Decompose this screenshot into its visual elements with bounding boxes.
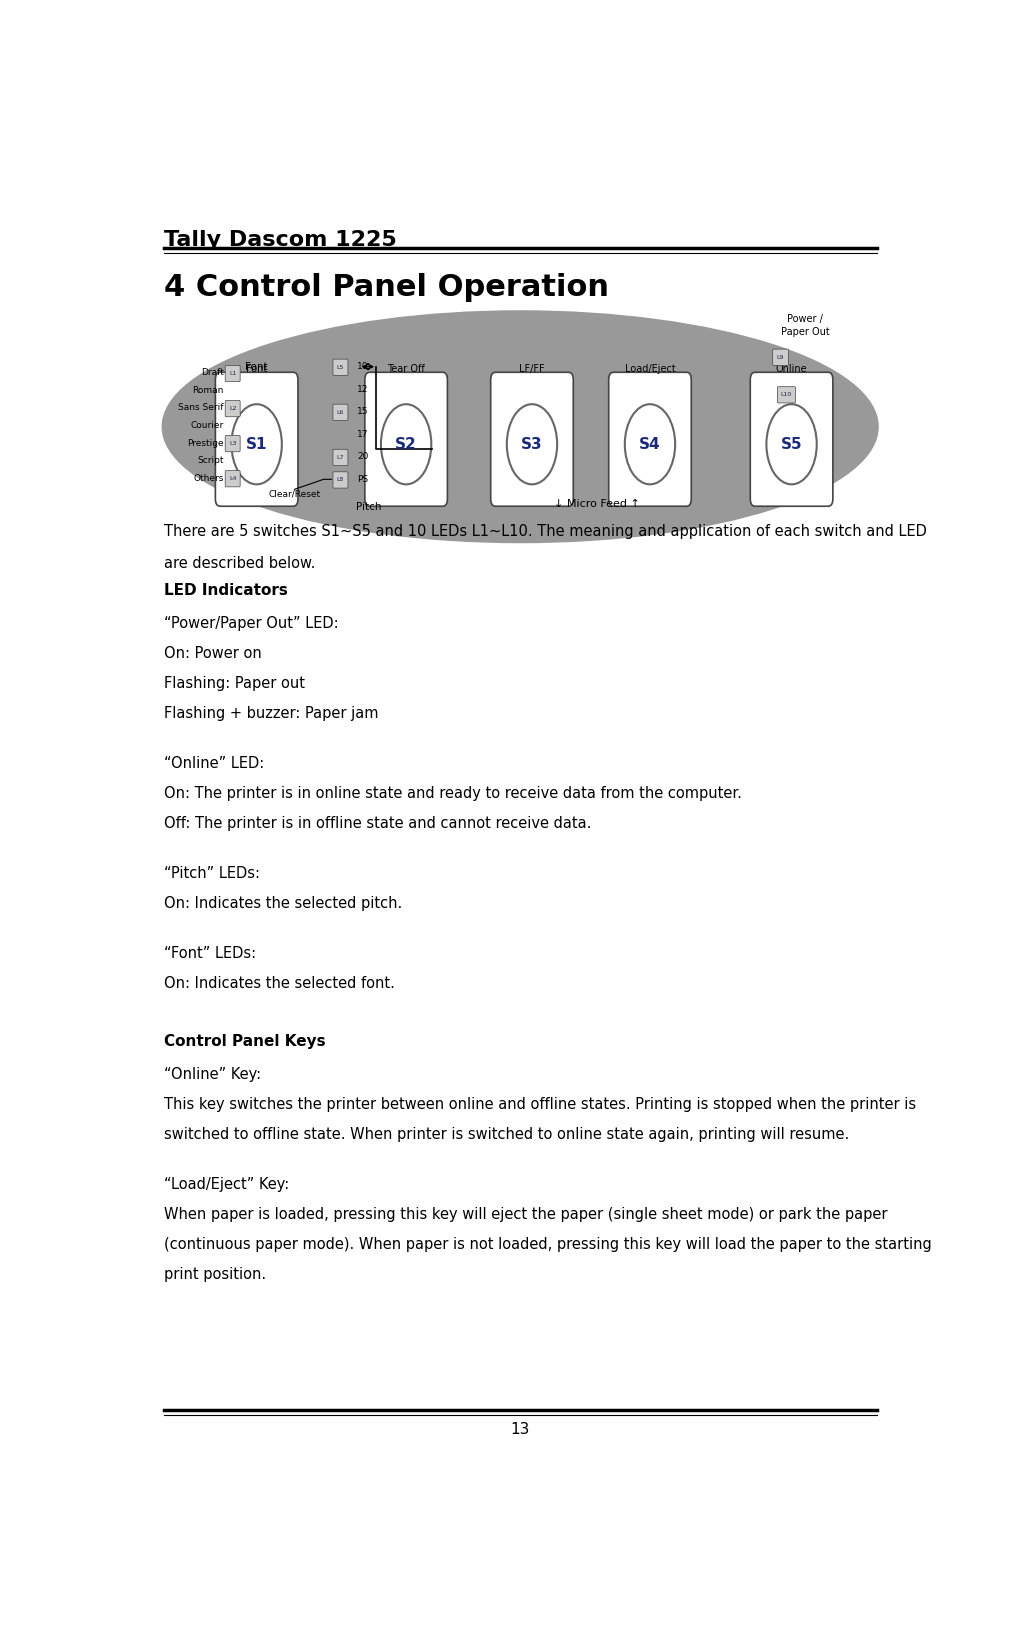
- FancyBboxPatch shape: [333, 359, 348, 376]
- Text: S3: S3: [521, 437, 543, 452]
- FancyBboxPatch shape: [333, 472, 348, 488]
- Text: L5: L5: [337, 364, 344, 369]
- Circle shape: [506, 405, 557, 485]
- Text: Off: The printer is in offline state and cannot receive data.: Off: The printer is in offline state and…: [163, 816, 591, 831]
- Text: 4 Control Panel Operation: 4 Control Panel Operation: [163, 273, 609, 302]
- FancyBboxPatch shape: [333, 449, 348, 465]
- Text: Script: Script: [197, 455, 223, 465]
- Text: “Pitch” LEDs:: “Pitch” LEDs:: [163, 867, 260, 881]
- Text: S4: S4: [639, 437, 661, 452]
- FancyBboxPatch shape: [215, 372, 298, 506]
- FancyBboxPatch shape: [490, 372, 573, 506]
- Text: L6: L6: [337, 410, 344, 415]
- Text: 17: 17: [357, 429, 368, 439]
- Text: S1: S1: [246, 437, 267, 452]
- Text: Roman: Roman: [192, 385, 223, 395]
- Text: “Power/Paper Out” LED:: “Power/Paper Out” LED:: [163, 616, 338, 631]
- Text: Flashing + buzzer: Paper jam: Flashing + buzzer: Paper jam: [163, 706, 379, 720]
- Text: S5: S5: [781, 437, 803, 452]
- Text: 13: 13: [511, 1423, 530, 1437]
- FancyBboxPatch shape: [225, 470, 241, 486]
- Text: L1: L1: [229, 371, 236, 376]
- Text: L3: L3: [229, 441, 236, 446]
- Text: There are 5 switches S1~S5 and 10 LEDs L1~L10. The meaning and application of ea: There are 5 switches S1~S5 and 10 LEDs L…: [163, 525, 927, 540]
- Text: On: Power on: On: Power on: [163, 646, 262, 660]
- Text: “Font” LEDs:: “Font” LEDs:: [163, 946, 256, 961]
- Text: Clear/Reset: Clear/Reset: [268, 489, 321, 498]
- Text: Font: Font: [246, 364, 267, 374]
- Text: L2: L2: [229, 406, 236, 411]
- Text: S2: S2: [395, 437, 417, 452]
- Text: On: Indicates the selected pitch.: On: Indicates the selected pitch.: [163, 896, 402, 911]
- Circle shape: [231, 405, 282, 485]
- FancyBboxPatch shape: [777, 387, 796, 403]
- Text: “Online” Key:: “Online” Key:: [163, 1067, 261, 1081]
- Text: L8: L8: [337, 478, 344, 483]
- Text: 20: 20: [357, 452, 368, 462]
- FancyBboxPatch shape: [609, 372, 691, 506]
- Circle shape: [625, 405, 675, 485]
- Text: LF/FF: LF/FF: [520, 364, 545, 374]
- FancyBboxPatch shape: [225, 400, 241, 416]
- Text: ↓ Micro Feed ↑: ↓ Micro Feed ↑: [554, 499, 640, 509]
- Text: Others: Others: [193, 473, 223, 483]
- Text: This key switches the printer between online and offline states. Printing is sto: This key switches the printer between on…: [163, 1096, 916, 1112]
- FancyBboxPatch shape: [225, 436, 241, 452]
- Text: L7: L7: [337, 455, 344, 460]
- FancyBboxPatch shape: [225, 366, 241, 382]
- Ellipse shape: [162, 311, 878, 543]
- Text: Prestige: Prestige: [187, 439, 223, 447]
- Text: Sans Serif: Sans Serif: [178, 403, 223, 413]
- Text: Power /
Paper Out: Power / Paper Out: [781, 314, 829, 337]
- Text: L9: L9: [776, 354, 785, 359]
- Text: (continuous paper mode). When paper is not loaded, pressing this key will load t: (continuous paper mode). When paper is n…: [163, 1237, 932, 1252]
- Circle shape: [766, 405, 817, 485]
- FancyBboxPatch shape: [750, 372, 833, 506]
- Text: 10: 10: [357, 363, 368, 371]
- Text: Font: Font: [246, 361, 268, 372]
- Text: Pitch: Pitch: [356, 502, 382, 512]
- Text: Courier: Courier: [191, 421, 223, 429]
- Text: L4: L4: [229, 476, 236, 481]
- Text: L10: L10: [781, 392, 792, 397]
- Text: switched to offline state. When printer is switched to online state again, print: switched to offline state. When printer …: [163, 1127, 850, 1141]
- Circle shape: [381, 405, 431, 485]
- Text: Tally Dascom 1225: Tally Dascom 1225: [163, 231, 397, 250]
- FancyBboxPatch shape: [772, 350, 789, 366]
- Text: On: The printer is in online state and ready to receive data from the computer.: On: The printer is in online state and r…: [163, 785, 742, 802]
- Text: Tear Off: Tear Off: [388, 364, 425, 374]
- Text: Flashing: Paper out: Flashing: Paper out: [163, 676, 304, 691]
- Text: Load/Eject: Load/Eject: [624, 364, 675, 374]
- Text: PS: PS: [357, 475, 368, 485]
- Text: 12: 12: [357, 385, 368, 393]
- Text: On: Indicates the selected font.: On: Indicates the selected font.: [163, 976, 395, 992]
- Text: LED Indicators: LED Indicators: [163, 584, 287, 598]
- Text: When paper is loaded, pressing this key will eject the paper (single sheet mode): When paper is loaded, pressing this key …: [163, 1206, 887, 1221]
- Text: Control Panel Keys: Control Panel Keys: [163, 1034, 326, 1049]
- FancyBboxPatch shape: [333, 405, 348, 421]
- Text: Online: Online: [775, 364, 807, 374]
- Text: Draft: Draft: [201, 369, 223, 377]
- Text: “Load/Eject” Key:: “Load/Eject” Key:: [163, 1177, 289, 1192]
- FancyBboxPatch shape: [364, 372, 448, 506]
- Text: “Online” LED:: “Online” LED:: [163, 756, 264, 771]
- Text: 15: 15: [357, 406, 368, 416]
- Text: print position.: print position.: [163, 1267, 266, 1281]
- Text: are described below.: are described below.: [163, 556, 316, 571]
